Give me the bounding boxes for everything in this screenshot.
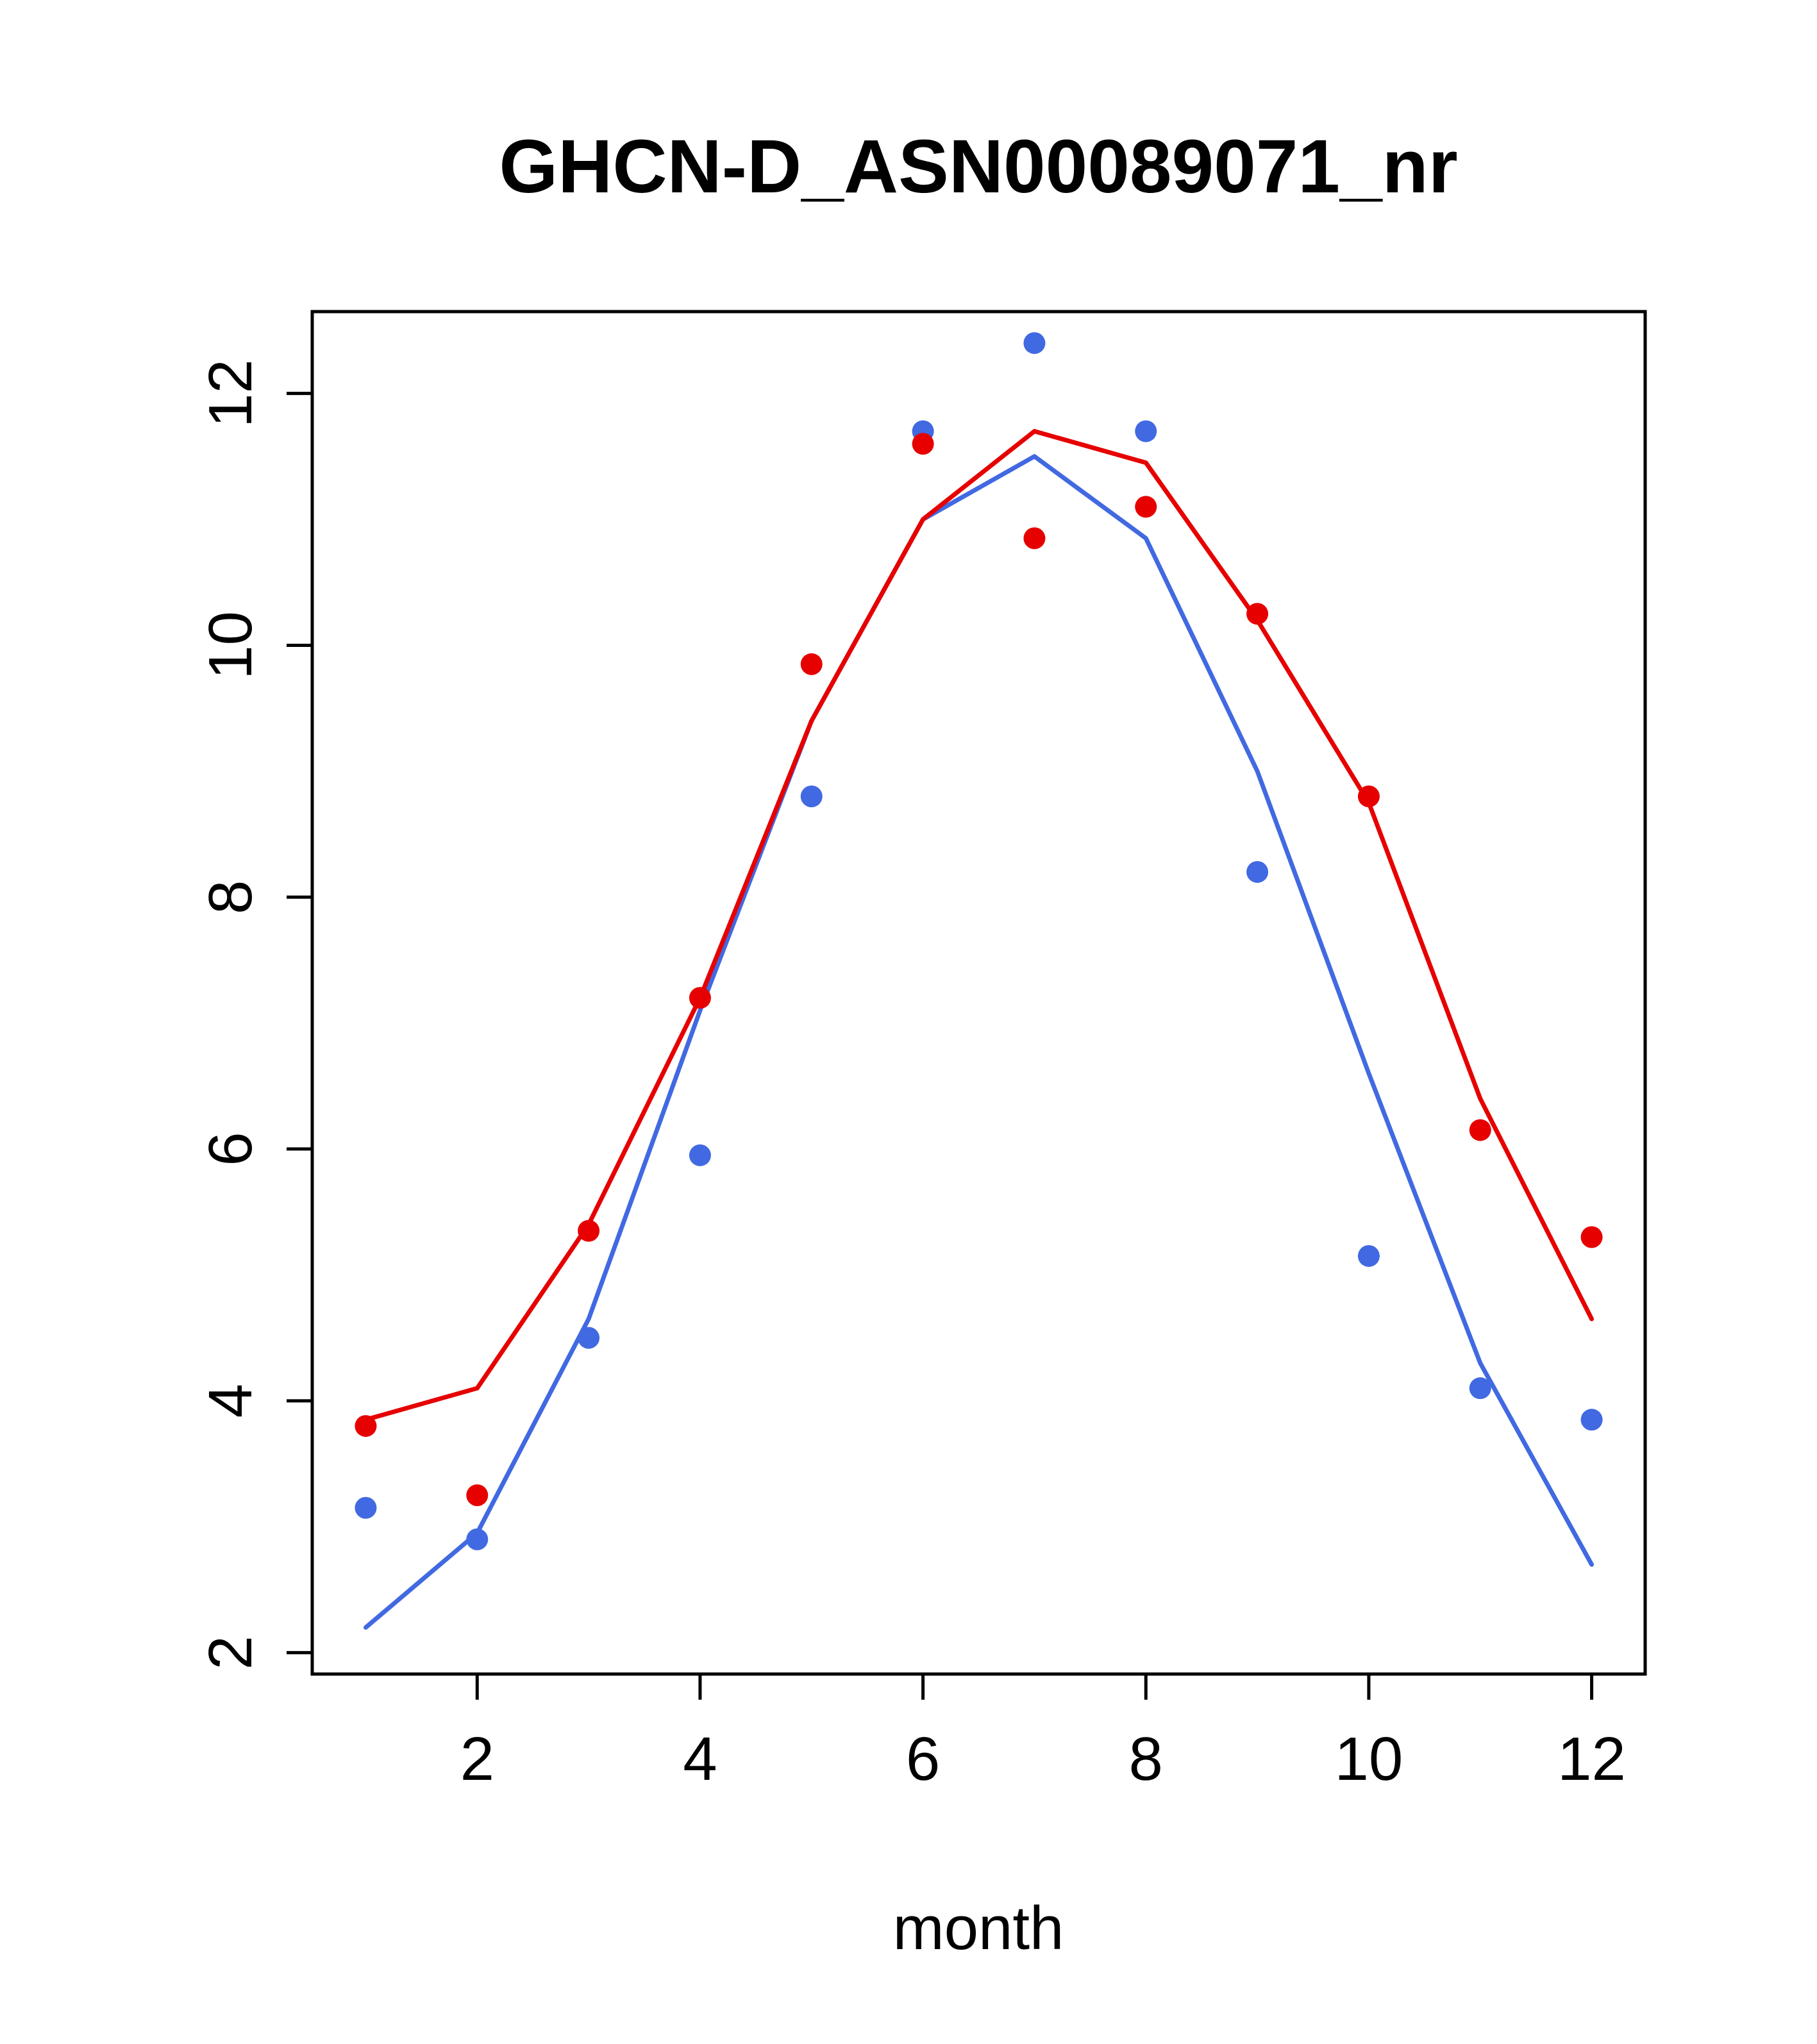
blue-monthly-points-point (355, 1496, 377, 1519)
blue-monthly-points-point (1469, 1377, 1491, 1400)
red-monthly-points-point (1357, 785, 1380, 808)
chart-title: GHCN-D_ASN00089071_nr (499, 124, 1457, 209)
red-monthly-points-point (1580, 1226, 1603, 1248)
red-monthly-points-point (1023, 527, 1046, 549)
y-tick-label: 8 (196, 880, 265, 914)
blue-monthly-points-point (466, 1528, 489, 1550)
blue-monthly-points-point (1023, 332, 1046, 355)
x-tick-label: 6 (906, 1725, 940, 1793)
y-tick-label: 2 (196, 1636, 265, 1670)
red-monthly-points-point (1469, 1119, 1491, 1141)
blue-monthly-points-point (1246, 860, 1269, 883)
red-monthly-points-point (578, 1219, 600, 1242)
red-monthly-points-point (355, 1415, 377, 1437)
red-monthly-points-point (800, 653, 823, 675)
x-tick-label: 10 (1335, 1725, 1403, 1793)
blue-monthly-points-point (800, 785, 823, 808)
x-tick-label: 8 (1129, 1725, 1163, 1793)
plot-box (310, 310, 1647, 1676)
blue-monthly-points-point (578, 1327, 600, 1349)
y-tick-label: 6 (196, 1132, 265, 1166)
y-tick-label: 4 (196, 1384, 265, 1418)
x-tick-label: 4 (683, 1725, 717, 1793)
x-tick-label: 12 (1557, 1725, 1626, 1793)
x-tick-label: 2 (460, 1725, 494, 1793)
x-axis-label: month (893, 1894, 1064, 1963)
red-monthly-points-point (1135, 496, 1157, 518)
blue-monthly-points-point (1580, 1409, 1603, 1431)
y-tick-label: 10 (196, 611, 265, 680)
plot-content: 2 4 6 8 10 12 2 4 6 8 10 12 (196, 332, 1626, 1793)
red-monthly-points-point (466, 1484, 489, 1507)
red-fitted-line (363, 429, 1595, 1422)
y-tick-label: 12 (196, 359, 265, 428)
blue-fitted-line (363, 454, 1595, 1630)
red-monthly-points-point (689, 987, 711, 1009)
blue-monthly-points-point (1135, 420, 1157, 442)
blue-monthly-points-point (1357, 1244, 1380, 1267)
blue-monthly-points-point (689, 1144, 711, 1166)
red-monthly-points-point (912, 433, 934, 455)
red-monthly-points-point (1246, 603, 1269, 625)
